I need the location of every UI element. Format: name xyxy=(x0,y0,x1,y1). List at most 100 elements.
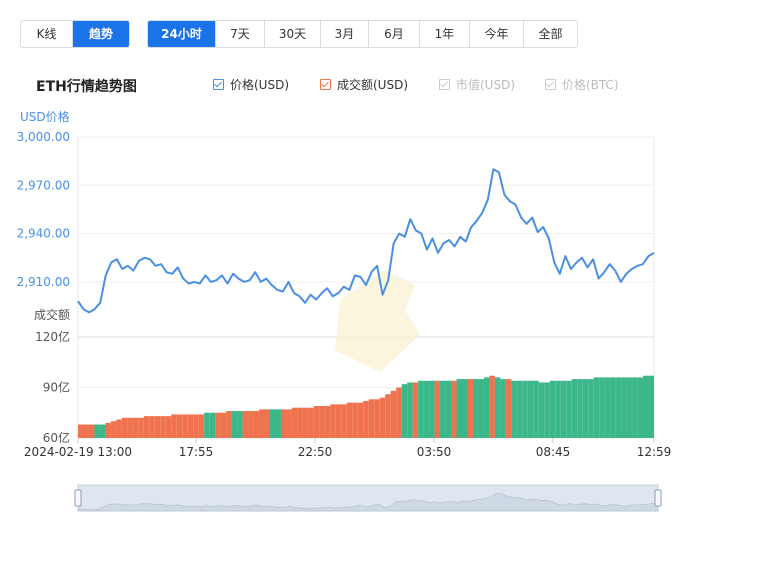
legend-label: 价格(USD) xyxy=(230,78,290,92)
volume-bar xyxy=(516,380,523,438)
volume-bar xyxy=(511,380,517,438)
volume-bar xyxy=(165,416,172,438)
price-axis-label: USD价格 xyxy=(20,110,70,124)
volume-bar xyxy=(99,424,106,438)
tab-range-2[interactable]: 30天 xyxy=(265,21,321,47)
volume-bar xyxy=(286,409,292,438)
volume-bar xyxy=(467,379,473,438)
checkbox-icon[interactable] xyxy=(439,79,450,90)
price-tick-label: 3,000.00 xyxy=(17,130,70,144)
volume-bar xyxy=(560,380,567,438)
volume-tick-label: 120亿 xyxy=(35,329,70,344)
x-tick-label: 12:59 xyxy=(637,445,672,459)
volume-bar xyxy=(324,406,331,438)
volume-bar xyxy=(555,380,561,438)
volume-bar xyxy=(308,407,314,438)
volume-bar xyxy=(368,399,375,438)
volume-bar xyxy=(352,402,358,438)
legend-label: 成交额(USD) xyxy=(337,78,409,92)
volume-bar xyxy=(533,380,539,438)
volume-tick-label: 90亿 xyxy=(43,380,70,395)
legend-label: 价格(BTC) xyxy=(562,78,619,92)
tab-range-7[interactable]: 全部 xyxy=(524,21,577,47)
volume-bar xyxy=(379,397,386,438)
volume-bar xyxy=(615,377,622,438)
chart-mode-tabs: K线 趋势 xyxy=(20,20,130,48)
volume-bar xyxy=(626,377,633,438)
checkbox-icon[interactable] xyxy=(545,79,556,90)
volume-bar xyxy=(149,416,155,438)
volume-bar xyxy=(319,406,325,438)
volume-bar xyxy=(522,380,528,438)
volume-bar xyxy=(566,380,572,438)
volume-bar xyxy=(363,400,369,438)
checkbox-icon[interactable] xyxy=(213,79,224,90)
tab-range-0[interactable]: 24小时 xyxy=(148,21,216,47)
volume-bar xyxy=(637,377,644,438)
tab-mode-1[interactable]: 趋势 xyxy=(73,21,129,47)
volume-bar xyxy=(494,377,501,438)
legend-item-0[interactable]: 价格(USD) xyxy=(213,76,289,93)
legend-label: 市值(USD) xyxy=(456,78,516,92)
volume-bar xyxy=(253,411,260,438)
price-tick-label: 2,970.00 xyxy=(17,178,70,192)
volume-bar xyxy=(544,382,550,438)
navigator-series xyxy=(77,493,659,512)
volume-bar xyxy=(78,424,84,438)
price-tick-label: 2,940.00 xyxy=(17,227,70,241)
volume-bar xyxy=(505,379,512,438)
volume-bar xyxy=(280,409,287,438)
volume-bar xyxy=(259,409,265,438)
volume-bar xyxy=(204,412,210,438)
tab-mode-0[interactable]: K线 xyxy=(21,21,73,47)
volume-bar xyxy=(621,377,627,438)
volume-bar xyxy=(527,380,534,438)
time-range-tabs: 24小时 7天 30天 3月 6月 1年 今年 全部 xyxy=(147,20,578,48)
volume-bar xyxy=(374,399,380,438)
x-tick-label: 08:45 xyxy=(536,445,571,459)
volume-bar xyxy=(357,402,364,438)
tab-range-1[interactable]: 7天 xyxy=(216,21,265,47)
volume-bar xyxy=(500,379,506,438)
volume-bar xyxy=(264,409,270,438)
price-line xyxy=(77,168,655,314)
volume-bar xyxy=(143,416,150,438)
range-handle[interactable] xyxy=(654,489,662,507)
volume-bar xyxy=(462,379,468,438)
volume-bar xyxy=(160,416,166,438)
legend-item-3[interactable]: 价格(BTC) xyxy=(545,76,619,93)
volume-bar xyxy=(599,377,605,438)
volume-bar xyxy=(215,412,221,438)
volume-tick-label: 60亿 xyxy=(43,430,70,445)
tab-range-5[interactable]: 1年 xyxy=(420,21,470,47)
volume-bar xyxy=(643,375,649,438)
volume-bar xyxy=(187,414,194,438)
volume-bar xyxy=(193,414,199,438)
volume-bar xyxy=(423,380,430,438)
tab-range-6[interactable]: 今年 xyxy=(470,21,524,47)
volume-bar xyxy=(451,380,457,438)
volume-bar xyxy=(549,380,556,438)
volume-bar xyxy=(577,379,583,438)
volume-bar xyxy=(483,377,490,438)
legend-item-2[interactable]: 市值(USD) xyxy=(439,76,515,93)
volume-bar xyxy=(127,417,133,438)
volume-bar xyxy=(604,377,611,438)
tab-range-3[interactable]: 3月 xyxy=(321,21,369,47)
legend-item-1[interactable]: 成交额(USD) xyxy=(320,76,408,93)
volume-bar xyxy=(121,417,128,438)
volume-bar xyxy=(346,402,353,438)
volume-bar xyxy=(632,377,638,438)
volume-bar xyxy=(154,416,161,438)
volume-bar xyxy=(83,424,89,438)
tab-range-4[interactable]: 6月 xyxy=(369,21,420,47)
volume-bar xyxy=(341,404,347,438)
volume-bar xyxy=(396,387,402,438)
checkbox-icon[interactable] xyxy=(320,79,331,90)
volume-bar xyxy=(440,380,446,438)
volume-bar xyxy=(302,407,309,438)
range-handle[interactable] xyxy=(74,489,82,507)
price-tick-label: 2,910.00 xyxy=(17,275,70,289)
volume-bar xyxy=(297,407,303,438)
x-tick-label: 22:50 xyxy=(298,445,333,459)
